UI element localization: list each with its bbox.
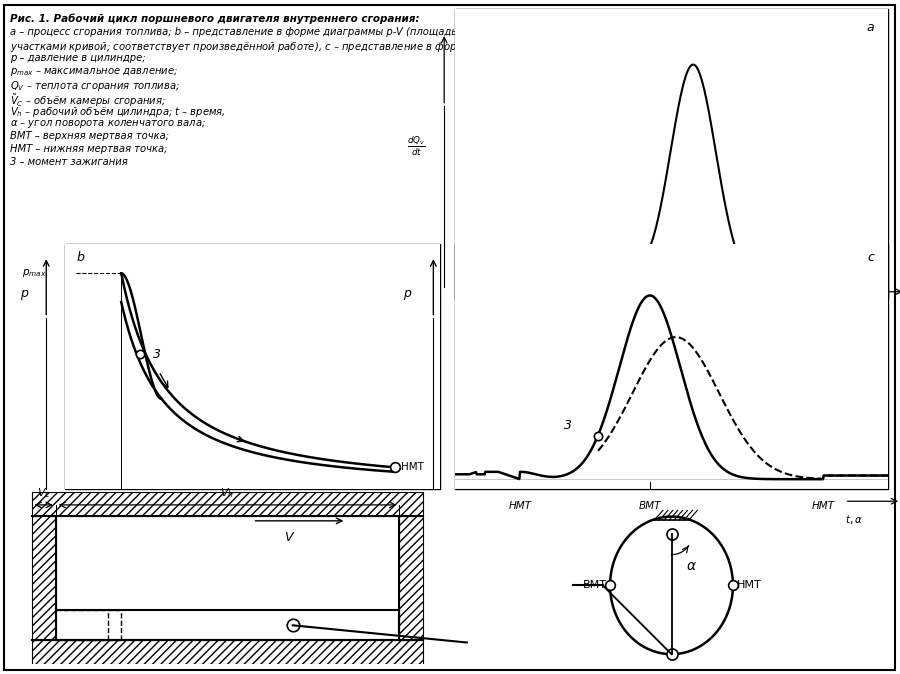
Text: НМТ: НМТ [508,501,532,512]
Text: 3 – момент зажигания: 3 – момент зажигания [10,157,128,167]
Text: НМТ: НМТ [812,501,834,512]
Text: ВМТ: ВМТ [639,501,662,512]
Text: $V_c$: $V_c$ [37,486,50,499]
Text: ВМТ: ВМТ [110,503,132,514]
Text: ВМТ – верхняя мертвая точка;: ВМТ – верхняя мертвая точка; [10,131,169,141]
Text: НМТ: НМТ [812,292,834,302]
Text: а – процесс сгорания топлива; b – представление в форме диаграммы p-V (площадь, : а – процесс сгорания топлива; b – предст… [10,27,572,37]
Bar [32,640,423,664]
Bar [65,244,440,489]
Text: 3: 3 [563,419,572,432]
Text: a: a [867,21,875,34]
Bar [455,244,888,489]
Text: c: c [868,251,874,264]
Text: p – давление в цилиндре;: p – давление в цилиндре; [10,53,146,63]
Text: Рис. 1. Рабочий цикл поршневого двигателя внутреннего сгорания:: Рис. 1. Рабочий цикл поршневого двигател… [10,13,419,24]
Text: $p_{max}$: $p_{max}$ [22,268,46,280]
Text: $V_h$: $V_h$ [220,486,235,499]
Text: $\frac{dQ_v}{dt}$: $\frac{dQ_v}{dt}$ [407,135,425,158]
Text: $\alpha$ – угол поворота коленчатого вала;: $\alpha$ – угол поворота коленчатого вал… [10,118,206,130]
Text: $Q_V$ – теплота сгорания топлива;: $Q_V$ – теплота сгорания топлива; [10,79,180,93]
Text: $t,\alpha$: $t,\alpha$ [845,304,863,317]
Text: ВМТ: ВМТ [682,292,705,302]
Text: $V_h$ – рабочий объём цилиндра; $t$ – время,: $V_h$ – рабочий объём цилиндра; $t$ – вр… [10,105,226,119]
Text: 3: 3 [153,348,161,361]
Bar [455,9,888,299]
Text: НМТ: НМТ [400,462,424,472]
Text: $p_{max}$ – максимальное давление;: $p_{max}$ – максимальное давление; [10,66,178,78]
Text: $V$: $V$ [284,530,295,544]
Text: b: b [76,251,84,264]
Text: НМТ: НМТ [508,292,532,302]
Text: p: p [403,286,411,299]
Text: $\tilde{V}_C$ – объём камеры сгорания;: $\tilde{V}_C$ – объём камеры сгорания; [10,92,166,109]
Bar [32,492,423,516]
Text: $\alpha$: $\alpha$ [686,559,698,573]
Text: $t,\alpha$: $t,\alpha$ [845,514,863,526]
Text: участками кривой; соответствует произведённой работе), с – представление в форме: участками кривой; соответствует произвед… [10,40,597,54]
Text: НМТ – нижняя мертвая точка;: НМТ – нижняя мертвая точка; [10,144,167,154]
Bar [32,516,56,640]
Text: ВМТ: ВМТ [582,580,607,590]
Bar [400,516,423,640]
Text: p: p [20,286,28,299]
Text: НМТ: НМТ [736,580,761,590]
